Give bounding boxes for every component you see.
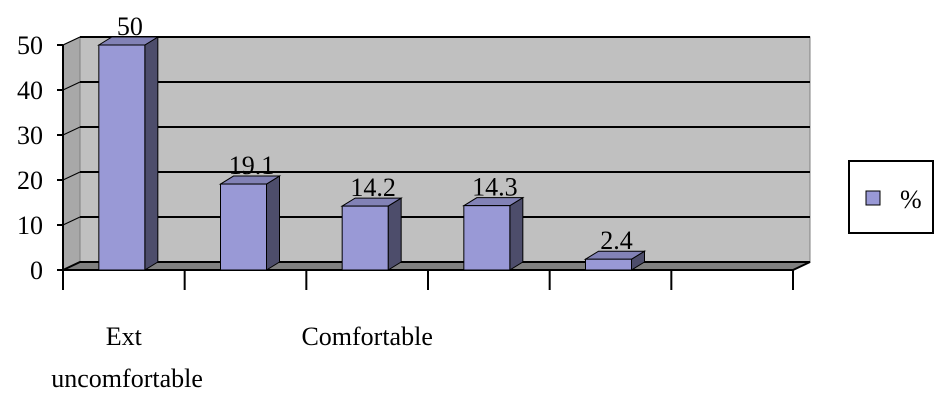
bar [220,183,267,271]
bar [463,205,511,271]
bar [585,258,632,271]
grid-line [62,126,81,136]
grid-line [62,216,81,226]
grid-line [62,171,81,181]
legend-label: % [900,185,922,214]
bar-side [144,36,159,271]
back-wall [79,36,811,263]
x-tick-label: Comfortable [301,322,432,351]
bar-side [509,196,524,271]
grid-line [62,261,81,271]
y-tick-label: 20 [17,166,43,195]
y-tick-label: 0 [30,256,43,285]
bar-side [387,197,402,271]
legend-marker [865,190,881,206]
y-tick-label: 10 [17,211,43,240]
value-label: 50 [117,12,143,41]
value-label: 19.1 [229,151,275,180]
grid-line [62,81,81,91]
grid-line [62,36,81,46]
y-tick-label: 40 [17,76,43,105]
side-wall [62,36,81,271]
bar [98,44,146,271]
y-tick-label: 30 [17,121,43,150]
y-tick-label: 50 [17,31,43,60]
bar-side [266,175,280,271]
legend-box [848,160,934,234]
x-tick-label: Ext uncomfortable [45,322,203,393]
value-label: 2.4 [600,226,633,255]
floor [62,261,811,271]
value-label: 14.3 [472,173,518,202]
value-label: 14.2 [350,173,396,202]
bar [341,205,389,271]
